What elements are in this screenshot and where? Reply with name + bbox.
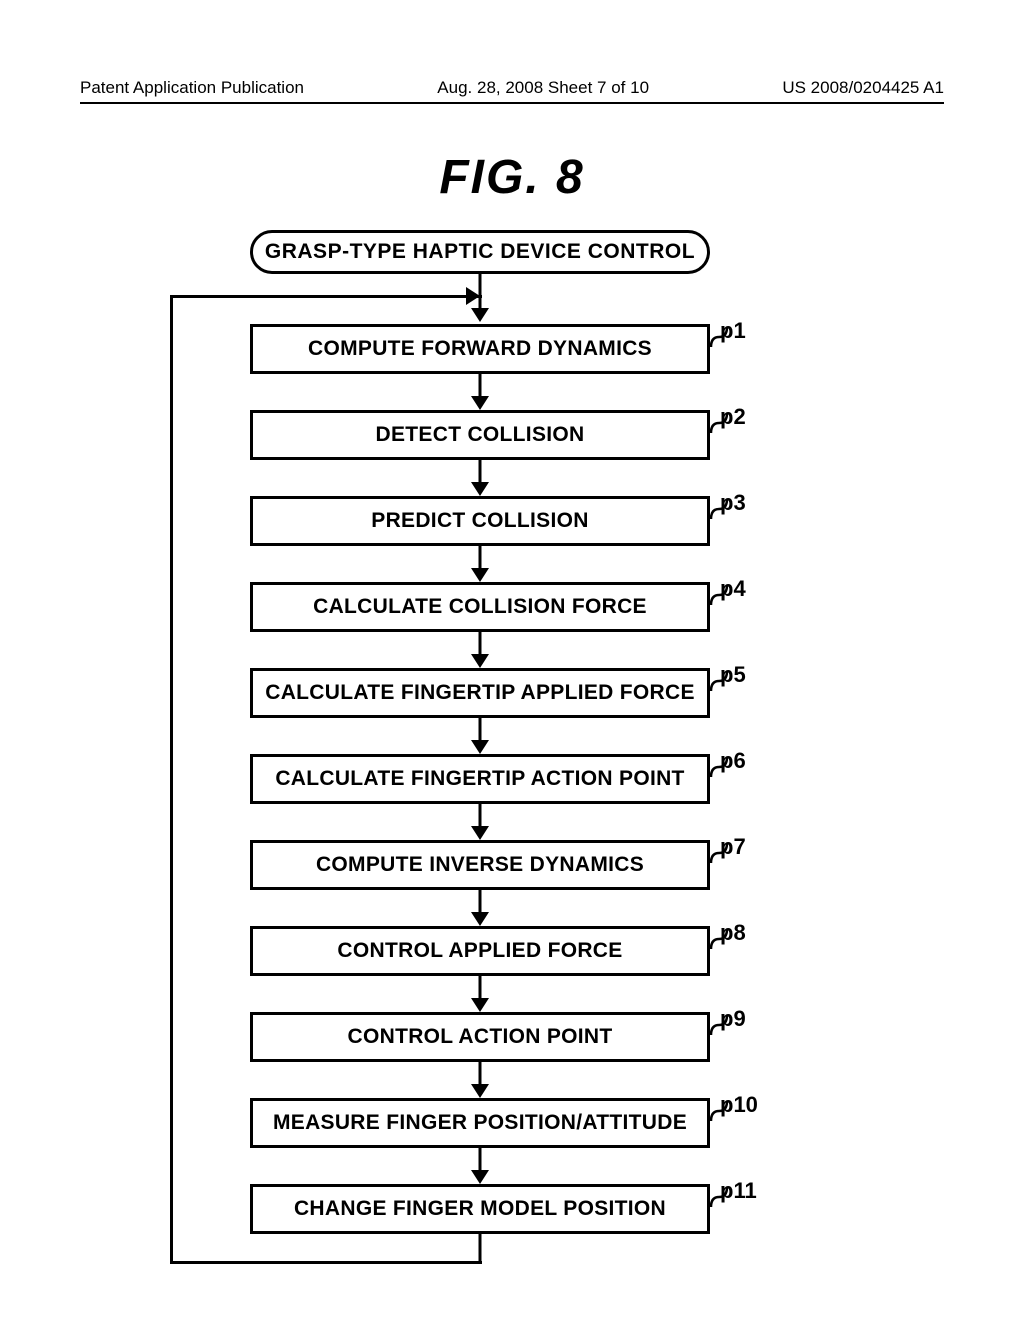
flow-step-box: COMPUTE FORWARD DYNAMICS [250, 324, 710, 374]
header-right: US 2008/0204425 A1 [782, 78, 944, 98]
flow-step-ref: p1 [720, 318, 746, 344]
flow-step-label: CALCULATE FINGERTIP APPLIED FORCE [265, 681, 695, 705]
flow-step-box: CALCULATE COLLISION FORCE [250, 582, 710, 632]
flow-step-label: MEASURE FINGER POSITION/ATTITUDE [273, 1111, 687, 1135]
flow-arrow [170, 890, 790, 926]
flow-step: CHANGE FINGER MODEL POSITIONp11 [170, 1184, 790, 1234]
flow-step-ref: p5 [720, 662, 746, 688]
flow-arrow [170, 460, 790, 496]
flow-step-box: CALCULATE FINGERTIP APPLIED FORCE [250, 668, 710, 718]
flow-arrow [170, 374, 790, 410]
flow-step: CALCULATE FINGERTIP APPLIED FORCEp5 [170, 668, 790, 718]
page-header: Patent Application Publication Aug. 28, … [0, 78, 1024, 98]
header-center: Aug. 28, 2008 Sheet 7 of 10 [437, 78, 649, 98]
flow-step-ref: p11 [720, 1178, 757, 1204]
flow-arrow [170, 718, 790, 754]
flow-step-label: DETECT COLLISION [376, 423, 585, 447]
flow-step-ref: p3 [720, 490, 746, 516]
header-left: Patent Application Publication [80, 78, 304, 98]
flow-step-box: DETECT COLLISION [250, 410, 710, 460]
flow-step: CONTROL ACTION POINTp9 [170, 1012, 790, 1062]
flow-step-label: CALCULATE COLLISION FORCE [313, 595, 647, 619]
flow-step-ref: p8 [720, 920, 746, 946]
flowchart: GRASP-TYPE HAPTIC DEVICE CONTROL COMPUTE… [170, 230, 790, 1262]
flow-arrow [170, 976, 790, 1012]
flow-step-box: COMPUTE INVERSE DYNAMICS [250, 840, 710, 890]
flow-step: CALCULATE FINGERTIP ACTION POINTp6 [170, 754, 790, 804]
flow-step-label: CALCULATE FINGERTIP ACTION POINT [275, 767, 684, 791]
flow-step-label: CHANGE FINGER MODEL POSITION [294, 1197, 666, 1221]
flow-step-box: CONTROL ACTION POINT [250, 1012, 710, 1062]
flow-arrow [170, 632, 790, 668]
flow-step-ref: p7 [720, 834, 746, 860]
flow-arrow [170, 546, 790, 582]
flow-step-box: PREDICT COLLISION [250, 496, 710, 546]
flow-step-ref: p2 [720, 404, 746, 430]
flow-step-label: COMPUTE FORWARD DYNAMICS [308, 337, 652, 361]
loop-back-line [170, 297, 173, 1263]
flow-step-label: CONTROL APPLIED FORCE [337, 939, 622, 963]
flow-step-ref: p9 [720, 1006, 746, 1032]
flow-step-ref: p6 [720, 748, 746, 774]
flow-step: CONTROL APPLIED FORCEp8 [170, 926, 790, 976]
flow-step-box: MEASURE FINGER POSITION/ATTITUDE [250, 1098, 710, 1148]
flow-step: COMPUTE INVERSE DYNAMICSp7 [170, 840, 790, 890]
header-rule [80, 102, 944, 104]
flow-step-ref: p10 [720, 1092, 758, 1118]
flow-step-box: CALCULATE FINGERTIP ACTION POINT [250, 754, 710, 804]
flow-step-label: CONTROL ACTION POINT [348, 1025, 613, 1049]
flow-step: COMPUTE FORWARD DYNAMICSp1 [170, 324, 790, 374]
figure-title: FIG. 8 [0, 150, 1024, 205]
flow-start-label: GRASP-TYPE HAPTIC DEVICE CONTROL [265, 240, 695, 264]
flow-step-box: CONTROL APPLIED FORCE [250, 926, 710, 976]
flow-arrow-first [170, 274, 790, 324]
loop-bottom-line [170, 1261, 482, 1264]
flow-arrow [170, 1062, 790, 1098]
flow-arrow [170, 804, 790, 840]
flow-step: DETECT COLLISIONp2 [170, 410, 790, 460]
flow-step: MEASURE FINGER POSITION/ATTITUDEp10 [170, 1098, 790, 1148]
flow-arrow [170, 1148, 790, 1184]
flow-start: GRASP-TYPE HAPTIC DEVICE CONTROL [250, 230, 710, 274]
flow-step-ref: p4 [720, 576, 746, 602]
flow-step-label: PREDICT COLLISION [371, 509, 588, 533]
flow-step: CALCULATE COLLISION FORCEp4 [170, 582, 790, 632]
flow-tail [170, 1234, 790, 1262]
flow-step-label: COMPUTE INVERSE DYNAMICS [316, 853, 644, 877]
flow-step: PREDICT COLLISIONp3 [170, 496, 790, 546]
flow-step-box: CHANGE FINGER MODEL POSITION [250, 1184, 710, 1234]
